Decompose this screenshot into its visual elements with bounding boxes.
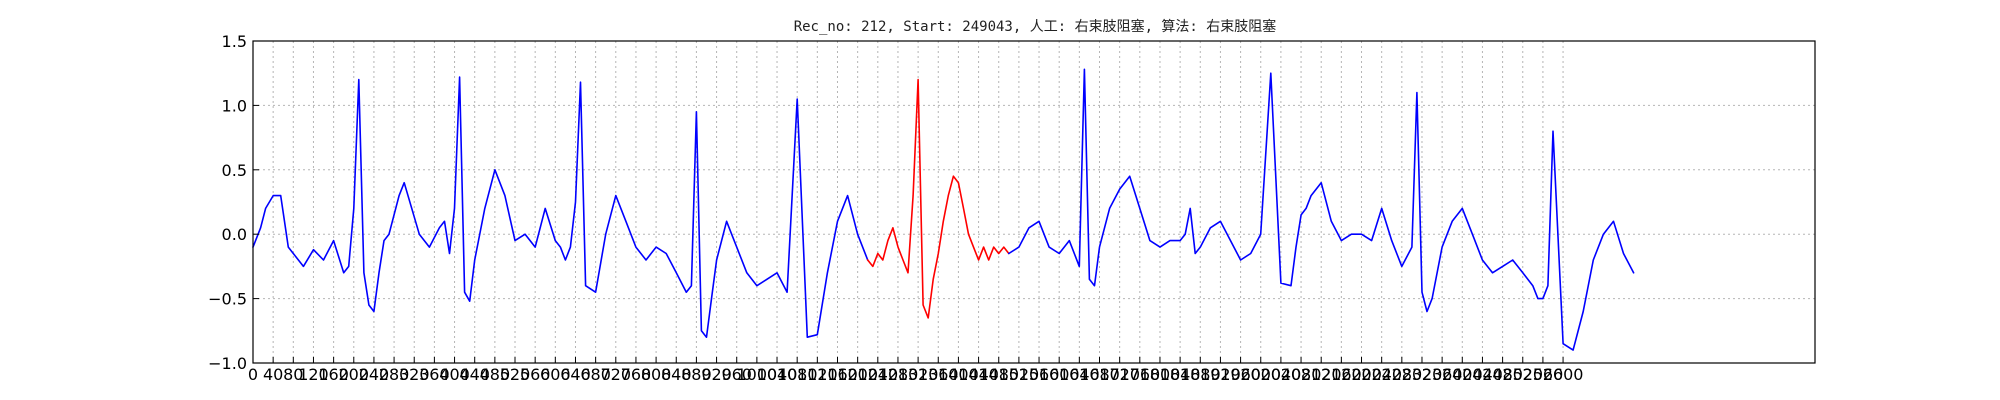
x-tick-label: 840 <box>661 365 692 384</box>
x-tick-label: 2320 <box>1402 365 1443 384</box>
highlighted-beat-line <box>866 78 1010 319</box>
y-tick-label: 1.0 <box>222 96 247 115</box>
x-tick-label: 2600 <box>1543 365 1584 384</box>
x-tick-label: 2480 <box>1482 365 1523 384</box>
x-tick-label: 1560 <box>1019 365 1060 384</box>
x-tick-label: 1120 <box>797 365 838 384</box>
y-tick-label: −0.5 <box>208 290 247 309</box>
x-tick-label: 1680 <box>1079 365 1120 384</box>
x-tick-label: 0 <box>248 365 258 384</box>
x-tick-label: 2560 <box>1523 365 1564 384</box>
x-tick-label: 2240 <box>1361 365 1402 384</box>
x-tick-label: 40 <box>263 365 283 384</box>
x-tick-label: 1920 <box>1200 365 1241 384</box>
x-tick-label: 120 <box>298 365 329 384</box>
x-tick-label: 200 <box>339 365 370 384</box>
y-tick-label: 0.0 <box>222 225 247 244</box>
x-tick-label: 600 <box>540 365 571 384</box>
plot-area <box>252 68 1635 351</box>
x-tick-label: 1360 <box>918 365 959 384</box>
x-tick-label: 1000 <box>737 365 778 384</box>
axes-frame <box>252 40 1816 364</box>
x-tick-label: 2080 <box>1281 365 1322 384</box>
x-tick-label: 1240 <box>857 365 898 384</box>
x-tick-label: 1640 <box>1059 365 1100 384</box>
x-tick-label: 1080 <box>777 365 818 384</box>
x-tick-label: 560 <box>520 365 551 384</box>
x-tick-label: 1480 <box>978 365 1019 384</box>
chart-title: Rec_no: 212, Start: 249043, 人工: 右束肢阻塞, 算… <box>794 18 1277 35</box>
x-tick-label: 2360 <box>1422 365 1463 384</box>
x-tick-label: 280 <box>379 365 410 384</box>
x-tick-label: 1280 <box>878 365 919 384</box>
x-axis: 0 40 8012016020024028032036040044048052056… <box>248 357 1584 384</box>
x-tick-label: 1440 <box>958 365 999 384</box>
x-tick-label: 1720 <box>1099 365 1140 384</box>
x-tick-label: 680 <box>580 365 611 384</box>
x-tick-label: 720 <box>601 365 632 384</box>
x-tick-label: 2520 <box>1502 365 1543 384</box>
x-tick-label: 880 <box>681 365 712 384</box>
x-tick-label: 80 <box>283 365 303 384</box>
x-tick-label: 1520 <box>999 365 1040 384</box>
x-tick-label: 2040 <box>1261 365 1302 384</box>
y-tick-label: 1.5 <box>222 32 247 51</box>
x-tick-label: 400 <box>439 365 470 384</box>
x-tick-label: 1200 <box>837 365 878 384</box>
x-tick-label: 1320 <box>898 365 939 384</box>
x-tick-label: 160 <box>318 365 349 384</box>
x-tick-label: 2200 <box>1341 365 1382 384</box>
x-tick-label: 2280 <box>1381 365 1422 384</box>
x-tick-label: 1880 <box>1180 365 1221 384</box>
x-tick-label: 1600 <box>1039 365 1080 384</box>
x-tick-label: 2000 <box>1240 365 1281 384</box>
x-tick-label: 1840 <box>1160 365 1201 384</box>
x-tick-label: 2440 <box>1462 365 1503 384</box>
x-tick-label: 2120 <box>1301 365 1342 384</box>
x-tick-label: 1800 <box>1140 365 1181 384</box>
x-tick-label: 960 <box>721 365 752 384</box>
x-tick-label: 360 <box>419 365 450 384</box>
x-tick-label: 1040 <box>757 365 798 384</box>
x-tick-label: 440 <box>459 365 490 384</box>
x-tick-label: 520 <box>500 365 531 384</box>
x-tick-label: 240 <box>359 365 390 384</box>
x-tick-label: 1960 <box>1220 365 1261 384</box>
y-tick-label: −1.0 <box>208 354 247 373</box>
x-tick-label: 920 <box>701 365 732 384</box>
y-tick-label: 0.5 <box>222 161 247 180</box>
x-tick-label: 320 <box>399 365 430 384</box>
x-tick-label: 480 <box>480 365 511 384</box>
x-tick-label: 640 <box>560 365 591 384</box>
x-tick-label: 2400 <box>1442 365 1483 384</box>
x-tick-label: 1400 <box>938 365 979 384</box>
y-axis: 1.5 1.0 0.5 0.0 −0.5 −1.0 <box>208 32 259 373</box>
x-tick-label: 1160 <box>817 365 858 384</box>
x-tick-label: 2160 <box>1321 365 1362 384</box>
x-tick-label: 760 <box>621 365 652 384</box>
x-tick-label: 1760 <box>1119 365 1160 384</box>
ecg-series-line <box>252 76 869 339</box>
x-tick-label: 800 <box>641 365 672 384</box>
ecg-series-line <box>1007 68 1635 351</box>
